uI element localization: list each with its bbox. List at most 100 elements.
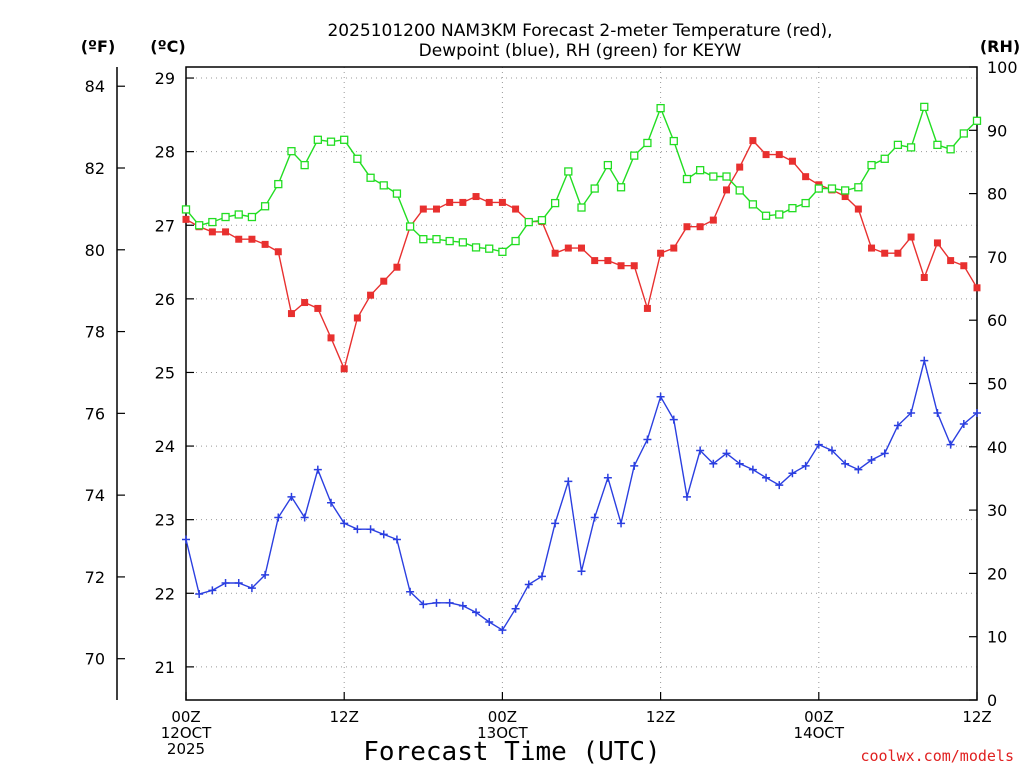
data-point (247, 584, 256, 593)
data-point (933, 239, 941, 247)
data-point (880, 154, 889, 163)
data-point (537, 216, 547, 225)
data-point (959, 419, 968, 428)
data-point (906, 143, 916, 152)
data-point (590, 513, 599, 522)
time-tick-label: 12Z (646, 708, 675, 726)
series-dewpoint (182, 356, 981, 635)
data-point (682, 174, 692, 184)
data-point (762, 151, 770, 159)
rh-tick-label: 50 (987, 375, 1007, 394)
data-point (841, 193, 849, 201)
data-point (814, 440, 823, 449)
data-point (511, 604, 520, 613)
data-point (854, 183, 863, 192)
data-point (880, 449, 889, 458)
rh-tick-label: 90 (987, 121, 1007, 140)
data-point (564, 477, 573, 486)
data-point (537, 572, 546, 581)
time-tick-label: 13OCT (477, 724, 528, 742)
celsius-axis: 21 22 23 24 25 26 27 28 29 (155, 69, 194, 677)
series-rh (181, 102, 982, 256)
data-point (195, 221, 204, 230)
data-point (696, 166, 705, 175)
data-point (893, 421, 902, 430)
time-tick-label: 00Z (488, 708, 517, 726)
data-point (722, 449, 731, 458)
series-2-meter-temperature (182, 137, 981, 373)
data-point (353, 154, 362, 163)
data-point (735, 459, 744, 468)
data-point (287, 492, 296, 501)
data-point (261, 240, 269, 248)
data-point (748, 200, 758, 209)
data-point (446, 198, 454, 206)
data-point (340, 135, 349, 144)
series-line (185, 139, 978, 371)
data-point (458, 601, 467, 610)
data-point (973, 284, 981, 292)
data-point (643, 304, 651, 312)
data-point (656, 103, 665, 113)
data-point (643, 435, 652, 444)
data-point (841, 459, 850, 468)
data-point (893, 140, 903, 150)
data-point (564, 167, 573, 176)
data-point (749, 137, 757, 145)
series-group (181, 102, 982, 635)
fahrenheit-axis-unit: (ºF) (81, 37, 116, 56)
data-point (392, 535, 401, 544)
data-point (933, 140, 942, 150)
data-point (709, 459, 718, 468)
rh-tick-label: 0 (987, 691, 997, 710)
data-point (498, 626, 507, 635)
rh-tick-label: 60 (987, 311, 1007, 330)
data-point (801, 198, 810, 208)
data-point (380, 277, 388, 285)
data-point (327, 334, 335, 342)
data-point (313, 465, 322, 474)
data-point (775, 151, 783, 159)
rh-tick-label: 70 (987, 248, 1007, 267)
data-point (235, 235, 243, 243)
data-point (511, 236, 520, 246)
data-point (788, 204, 797, 213)
fahrenheit-tick-label: 72 (85, 568, 105, 587)
time-tick-label: 14OCT (794, 724, 845, 742)
data-point (775, 210, 784, 219)
data-point (933, 408, 942, 417)
data-point (471, 243, 481, 252)
data-point (353, 525, 362, 534)
data-point (736, 163, 744, 171)
data-point (366, 173, 375, 182)
data-point (617, 519, 626, 528)
data-point (551, 249, 559, 257)
data-point (603, 473, 612, 482)
data-point (907, 408, 916, 417)
data-point (340, 365, 348, 373)
data-point (827, 184, 837, 193)
data-point (392, 189, 402, 198)
data-point (248, 235, 256, 243)
data-point (907, 233, 915, 241)
data-point (669, 415, 678, 424)
data-point (643, 138, 652, 148)
data-point (867, 456, 876, 465)
fahrenheit-axis: 70 72 74 76 78 80 82 84 (85, 77, 125, 669)
data-point (247, 212, 257, 222)
data-point (696, 446, 705, 455)
data-point (459, 198, 467, 206)
data-point (920, 356, 929, 365)
data-point (603, 160, 613, 170)
data-point (485, 244, 494, 253)
data-point (630, 461, 639, 470)
data-point (326, 137, 336, 146)
data-point (340, 519, 349, 528)
fahrenheit-tick-label: 78 (85, 323, 105, 342)
data-point (445, 598, 454, 607)
data-point (814, 184, 823, 193)
data-point (682, 492, 691, 501)
celsius-tick-label: 28 (155, 143, 175, 162)
